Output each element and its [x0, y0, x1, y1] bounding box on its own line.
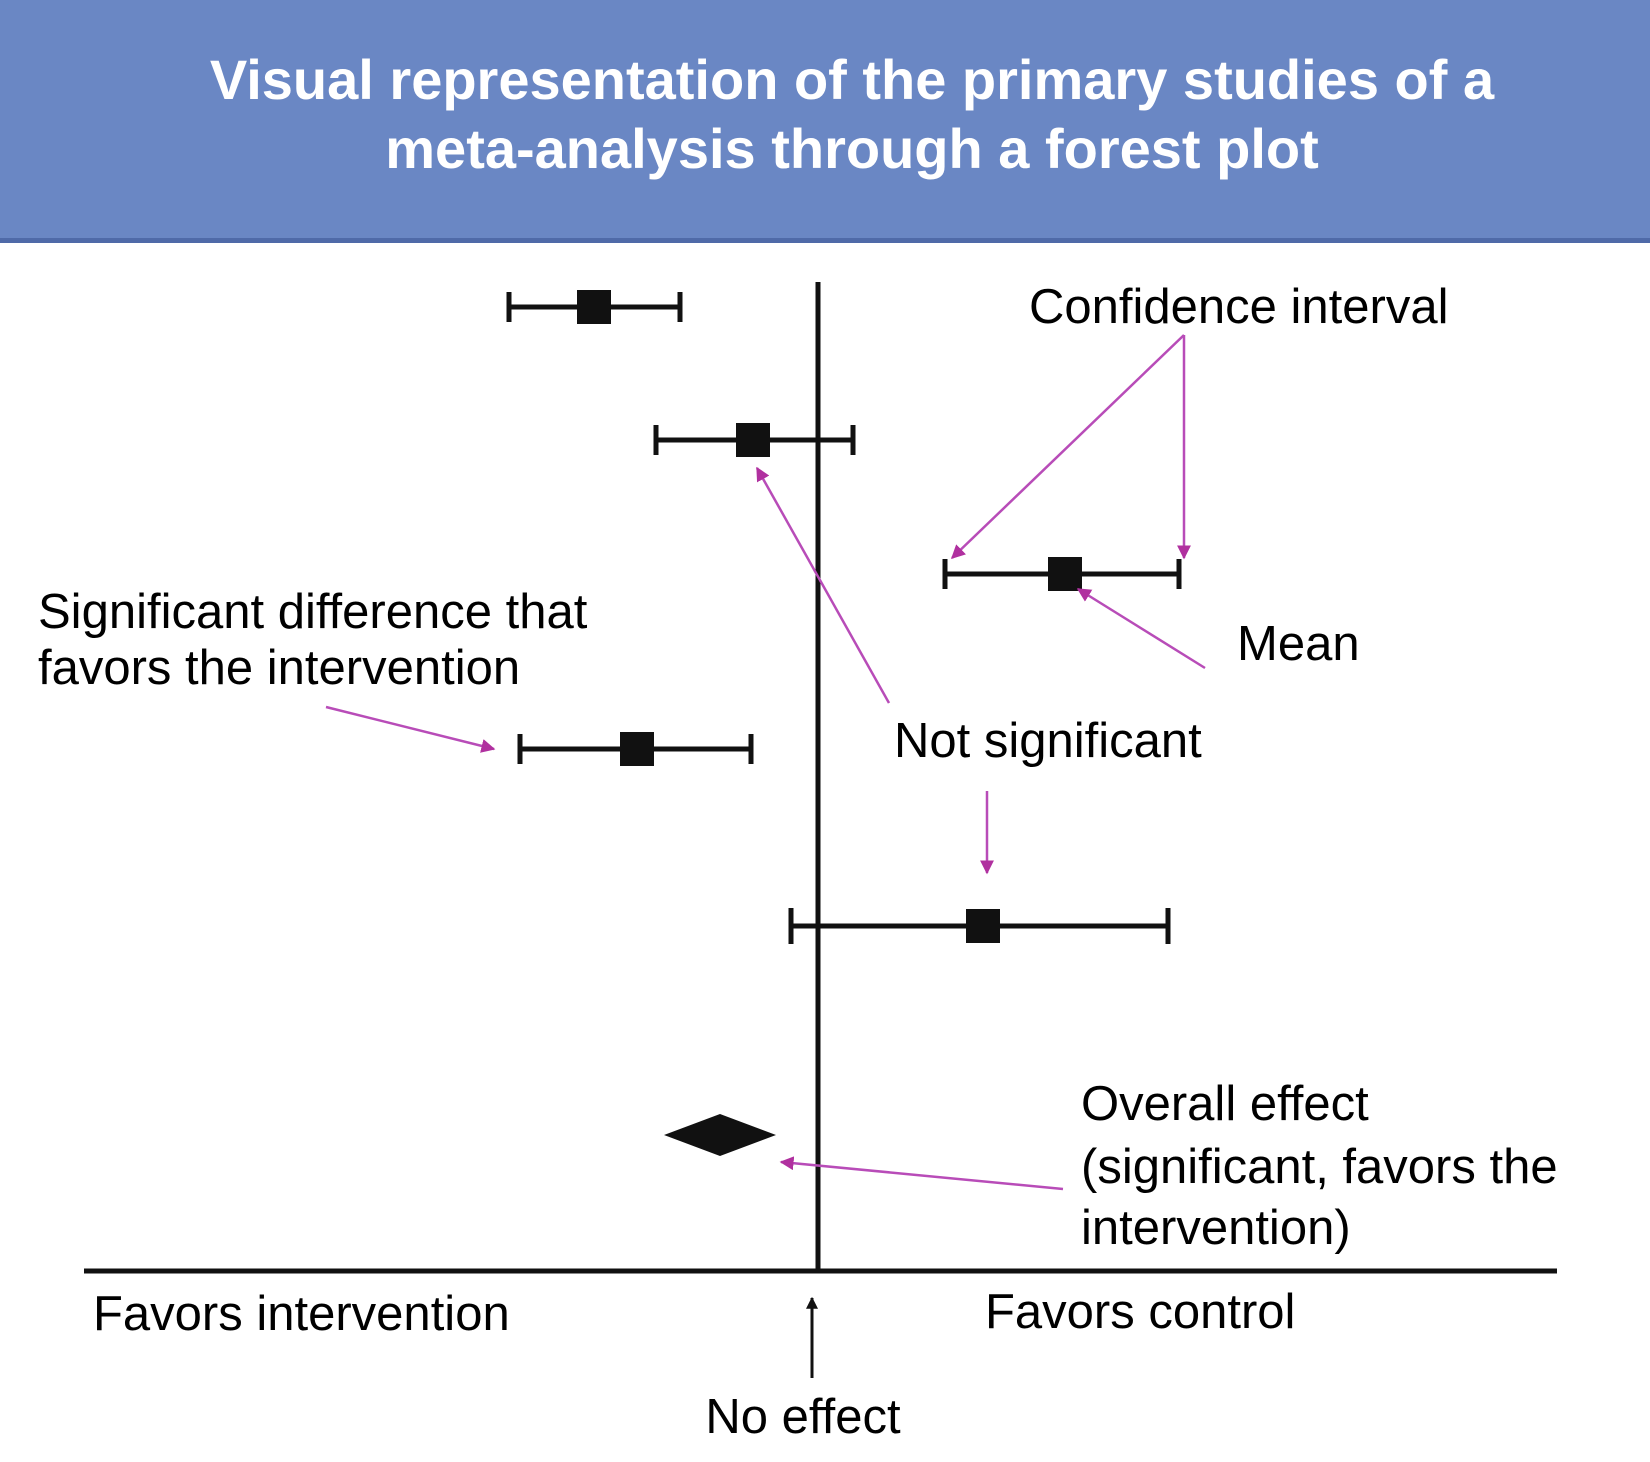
title-line: meta-analysis through a forest plot: [385, 117, 1319, 180]
label: No effect: [705, 1390, 901, 1444]
label: Favors intervention: [93, 1287, 510, 1341]
study: [506, 290, 683, 324]
annotation-arrows: [325, 334, 1206, 1378]
label: (significant, favors the: [1081, 1140, 1558, 1194]
label: Favors control: [985, 1285, 1295, 1339]
label: Overall effect: [1081, 1077, 1369, 1131]
label: Not significant: [894, 714, 1202, 768]
overall-diamond: [664, 1114, 776, 1156]
label: favors the intervention: [38, 641, 520, 695]
label: Confidence interval: [1029, 280, 1448, 334]
title-line: Visual representation of the primary stu…: [210, 48, 1495, 111]
study: [517, 732, 754, 766]
header-bar: [0, 0, 1650, 242]
label: Significant difference that: [38, 585, 588, 639]
label: Mean: [1237, 617, 1360, 671]
study: [653, 423, 856, 457]
study: [942, 557, 1182, 591]
study: [788, 908, 1171, 944]
header-shadow: [0, 238, 1650, 243]
label: intervention): [1081, 1201, 1351, 1255]
